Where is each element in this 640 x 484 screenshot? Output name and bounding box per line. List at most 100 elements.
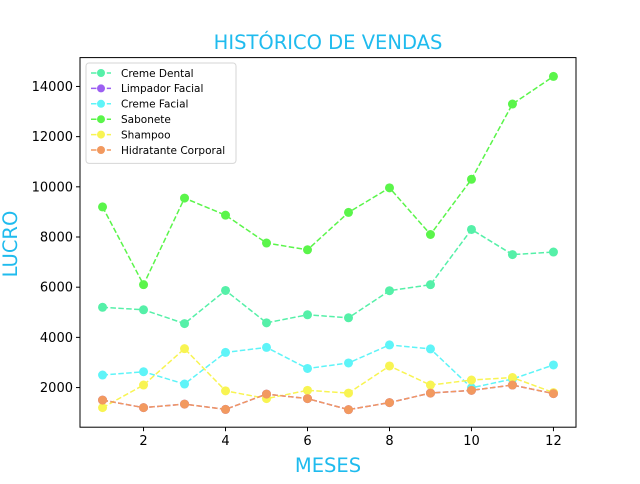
data-point: [262, 318, 272, 328]
data-point: [139, 403, 149, 413]
data-point: [139, 380, 149, 390]
data-point: [221, 210, 231, 220]
x-tick-label: 12: [545, 434, 562, 449]
x-tick-label: 2: [139, 434, 147, 449]
data-point: [221, 404, 231, 414]
legend-marker: [97, 69, 105, 77]
data-point: [507, 380, 517, 390]
data-point: [262, 342, 272, 352]
series-line: [102, 344, 554, 389]
plot-area: 2 4 6 8 10 12 2000 4000 6000 8000 10000 12000 14000 C…: [32, 57, 577, 449]
legend-entry: Shampoo: [91, 129, 171, 141]
legend-label: Creme Dental: [121, 68, 194, 80]
data-point: [384, 183, 394, 193]
y-tick-label: 2000: [40, 381, 73, 396]
data-point: [180, 344, 190, 354]
data-point: [98, 302, 108, 312]
plot-frame: [79, 57, 577, 428]
x-tick-label: 8: [385, 434, 393, 449]
data-point: [548, 360, 558, 370]
data-point: [180, 319, 190, 329]
data-point: [425, 344, 435, 354]
data-point: [384, 286, 394, 296]
data-point: [262, 389, 272, 399]
data-point: [139, 367, 149, 377]
data-point: [180, 399, 190, 409]
data-point: [384, 340, 394, 350]
data-point: [384, 361, 394, 371]
legend-entry: Limpador Facial: [91, 83, 203, 95]
data-point: [303, 385, 313, 395]
data-point: [507, 99, 517, 109]
legend-box: [85, 62, 237, 164]
data-point: [466, 174, 476, 184]
data-point: [303, 245, 313, 255]
y-tick-label: 4000: [40, 331, 73, 346]
y-tick-label: 12000: [32, 130, 73, 145]
data-point: [548, 389, 558, 399]
legend-marker: [97, 146, 105, 154]
series-group: [98, 71, 558, 290]
data-point: [507, 250, 517, 260]
data-point: [425, 229, 435, 239]
legend-label: Hidratante Corporal: [121, 145, 225, 157]
series-line: [101, 75, 554, 287]
legend-label: Limpador Facial: [121, 83, 203, 95]
data-point: [180, 379, 190, 389]
data-point: [303, 310, 313, 320]
data-point: [98, 403, 108, 413]
x-tick-label: 10: [463, 434, 480, 449]
data-point: [139, 280, 149, 290]
data-point: [343, 358, 353, 368]
data-point: [425, 380, 435, 390]
legend-label: Shampoo: [121, 129, 171, 141]
data-point: [343, 313, 353, 323]
y-tick-label: 10000: [32, 180, 73, 195]
series-line: [102, 228, 554, 325]
legend-entry: Creme Facial: [91, 99, 188, 111]
series-group: [98, 224, 558, 329]
data-point: [139, 305, 149, 315]
data-point: [548, 247, 558, 257]
data-point: [221, 285, 231, 295]
legend-entry: Creme Dental: [91, 68, 194, 80]
data-point: [221, 386, 231, 396]
data-point: [466, 385, 476, 395]
data-point: [548, 71, 558, 81]
y-tick-label: 6000: [40, 281, 73, 296]
data-point: [343, 207, 353, 217]
data-point: [303, 363, 313, 373]
data-point: [98, 395, 108, 405]
legend-marker: [97, 130, 105, 139]
data-point: [466, 224, 476, 234]
data-point: [425, 280, 435, 290]
data-point: [98, 202, 108, 212]
data-point: [507, 373, 517, 383]
y-tick-label: 8000: [40, 231, 73, 246]
legend-entry: Sabonete: [91, 114, 171, 126]
data-point: [180, 193, 190, 203]
series-group: [98, 380, 558, 415]
series-line: [102, 384, 554, 411]
legend-label: Creme Facial: [121, 99, 188, 111]
y-axis-label: LUCRO: [0, 211, 22, 278]
data-point: [425, 388, 435, 398]
data-point: [303, 394, 313, 404]
data-point: [221, 347, 231, 357]
legend-entry: Hidratante Corporal: [91, 145, 225, 157]
legend-marker: [97, 84, 105, 93]
legend-label: Sabonete: [121, 114, 171, 126]
chart-title: HISTÓRICO DE VENDAS: [214, 30, 443, 54]
data-point: [466, 375, 476, 385]
data-point: [98, 370, 108, 380]
y-tick-label: 14000: [32, 80, 73, 95]
data-point: [343, 388, 353, 398]
legend-marker: [97, 115, 105, 124]
data-point: [343, 405, 353, 415]
legend-marker: [97, 99, 105, 108]
x-tick-label: 4: [221, 434, 229, 449]
x-tick-label: 6: [303, 434, 311, 449]
data-point: [262, 238, 272, 248]
